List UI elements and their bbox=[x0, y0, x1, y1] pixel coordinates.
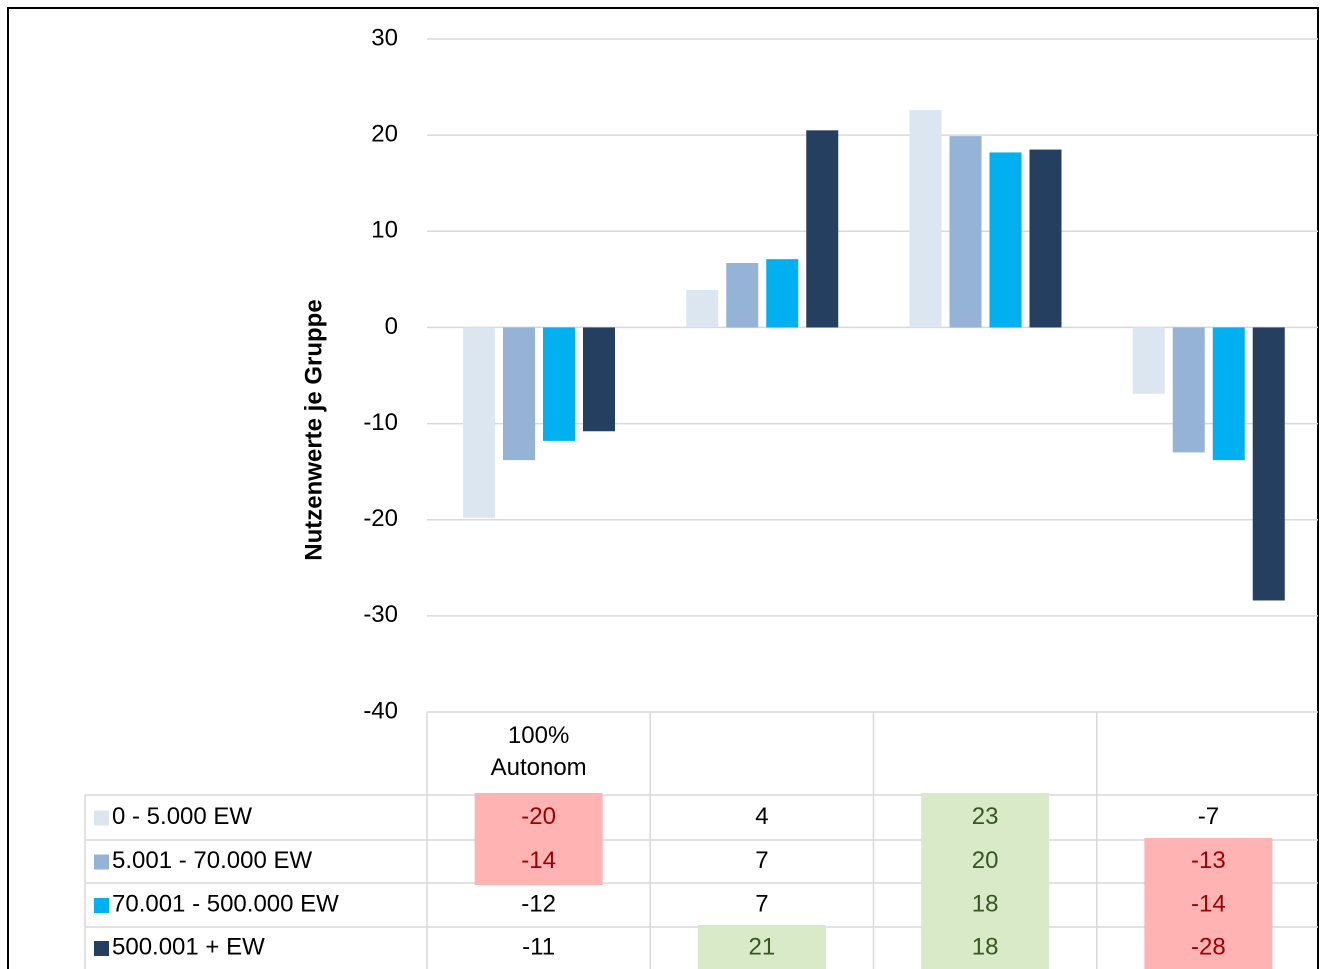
bar bbox=[463, 327, 495, 518]
y-tick-label: -30 bbox=[363, 601, 398, 628]
x-tick-label: 100% Autonom bbox=[491, 722, 587, 781]
cell-highlight bbox=[1144, 838, 1273, 885]
cell-highlight bbox=[697, 925, 826, 969]
bar bbox=[726, 263, 759, 328]
bar bbox=[1132, 327, 1165, 394]
y-axis-label: Nutzenwerte je Gruppe bbox=[300, 299, 327, 560]
cell-highlight bbox=[474, 793, 603, 842]
bar bbox=[1212, 327, 1245, 461]
bar bbox=[583, 327, 615, 432]
value-label: 4 bbox=[755, 803, 768, 830]
value-label: 21 bbox=[749, 933, 776, 960]
legend-swatch bbox=[94, 854, 109, 870]
y-tick-label: 0 bbox=[385, 313, 398, 340]
value-label: -20 bbox=[521, 803, 556, 830]
bar bbox=[686, 289, 719, 328]
y-tick-label: 30 bbox=[371, 24, 398, 51]
bar bbox=[1172, 327, 1205, 453]
cell-highlight bbox=[474, 838, 603, 885]
value-label: 7 bbox=[755, 890, 768, 917]
y-tick-label: 10 bbox=[371, 217, 398, 244]
value-label: 23 bbox=[972, 803, 999, 830]
value-label: -7 bbox=[1198, 803, 1219, 830]
value-label: -11 bbox=[522, 933, 555, 960]
bar bbox=[989, 152, 1022, 328]
value-label: -14 bbox=[1191, 890, 1226, 917]
y-tick-label: -40 bbox=[363, 697, 398, 724]
value-label: -14 bbox=[521, 847, 556, 874]
cell-highlight bbox=[921, 881, 1050, 929]
cell-highlight bbox=[921, 793, 1050, 842]
value-label: -13 bbox=[1191, 847, 1226, 874]
value-label: 18 bbox=[972, 890, 999, 917]
bar bbox=[766, 259, 799, 328]
legend-swatch bbox=[94, 941, 109, 956]
legend-label: 5.001 - 70.000 EW bbox=[112, 847, 312, 874]
value-label: 20 bbox=[972, 847, 999, 874]
legend-label: 70.001 - 500.000 EW bbox=[112, 890, 339, 917]
y-tick-label: -10 bbox=[363, 409, 398, 436]
legend-label: 500.001 + EW bbox=[112, 933, 265, 960]
cell-highlight bbox=[921, 838, 1050, 885]
bar bbox=[1029, 149, 1062, 328]
bar bbox=[949, 136, 982, 328]
legend-swatch bbox=[94, 898, 109, 913]
cell-highlight bbox=[1144, 925, 1273, 969]
legend-swatch bbox=[94, 810, 109, 826]
bar bbox=[909, 110, 942, 328]
value-label: -28 bbox=[1191, 933, 1226, 960]
cell-highlight bbox=[921, 925, 1050, 969]
cell-highlight bbox=[1144, 881, 1273, 929]
frame bbox=[7, 7, 1319, 969]
bar bbox=[806, 130, 839, 328]
bar bbox=[1252, 327, 1285, 601]
bar bbox=[543, 327, 575, 441]
value-label: 7 bbox=[755, 847, 768, 874]
value-label: 18 bbox=[972, 933, 999, 960]
legend-label: 0 - 5.000 EW bbox=[112, 803, 252, 830]
y-tick-label: 20 bbox=[371, 120, 398, 147]
value-label: -12 bbox=[521, 890, 556, 917]
y-tick-label: -20 bbox=[363, 505, 398, 532]
bar bbox=[503, 327, 535, 461]
